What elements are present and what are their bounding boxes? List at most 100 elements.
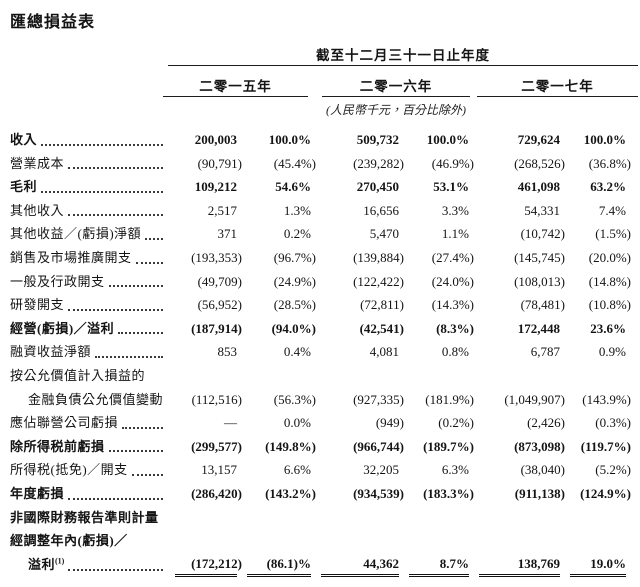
- value-cell: 32,205: [363, 462, 399, 478]
- table-row: 一般及行政開支 (49,709) (24.9%) (122,422) (24.0%) (1…: [10, 270, 631, 294]
- row-label: 非國際財務報告準則計量: [10, 509, 159, 525]
- percent-cell: 0.2%: [283, 226, 311, 242]
- row-label: 營業成本: [10, 152, 165, 176]
- value-cell: [321, 364, 399, 388]
- value-cell: (108,013): [514, 273, 565, 289]
- value-cell: [479, 506, 560, 530]
- percent-cell: (96.7%): [273, 249, 316, 265]
- percent-cell: (183.3%): [423, 485, 474, 501]
- page-title: 匯總損益表: [10, 14, 96, 31]
- percent-cell: 23.6%: [590, 320, 626, 336]
- percent-cell: (149.8%): [265, 438, 316, 454]
- value-cell: (193,353): [191, 249, 242, 265]
- year-underline-2016: [322, 96, 470, 97]
- value-cell: 6,787: [530, 344, 560, 360]
- percent-cell: (143.2%): [265, 485, 316, 501]
- percent-cell: (14.8%): [588, 273, 631, 289]
- value-cell: 5,470: [369, 226, 399, 242]
- value-cell: (112,516): [191, 391, 242, 407]
- row-label: 經調整年內(虧損)／: [10, 533, 128, 549]
- table-row: 毛利 109,212 54.6% 270,450 53.1% 461,098 63.2%: [10, 175, 628, 199]
- percent-cell: (14.3%): [431, 297, 474, 313]
- value-cell: (299,577): [191, 438, 242, 454]
- percent-cell: (94.0%): [271, 320, 316, 336]
- year-header-2015: 二零一五年: [199, 79, 272, 94]
- value-cell: 270,450: [356, 179, 399, 195]
- period-underline: [168, 65, 638, 66]
- value-cell: (72,811): [360, 297, 404, 313]
- value-cell: [479, 529, 560, 553]
- dot-leader: [122, 426, 163, 429]
- percent-cell: (24.0%): [431, 273, 474, 289]
- value-cell: (911,138): [514, 485, 565, 501]
- value-cell: [175, 364, 237, 388]
- row-label: 溢利(1): [10, 553, 165, 577]
- row-label: 所得税(抵免)／開支: [10, 458, 165, 482]
- percent-cell: [247, 364, 311, 388]
- value-cell: (172,212): [175, 554, 242, 577]
- value-cell: 371: [217, 226, 238, 242]
- value-cell: [175, 529, 237, 553]
- percent-cell: (24.9%): [273, 273, 316, 289]
- percent-cell: 100.0%: [426, 132, 469, 147]
- row-label: 研發開支: [10, 293, 165, 317]
- table-row: 年度虧損 (286,420) (143.2%) (934,539) (183.3%) (9…: [10, 482, 631, 506]
- currency-unit-note: (人民幣千元，百分比除外): [326, 103, 466, 117]
- table-row: 營業成本 (90,791) (45.4%) (239,282) (46.9%) (268,…: [10, 152, 631, 176]
- value-cell: (286,420): [191, 485, 242, 501]
- value-cell: 109,212: [194, 179, 237, 195]
- percent-cell: [409, 529, 469, 553]
- value-cell: 200,003: [194, 132, 237, 147]
- percent-cell: 1.3%: [283, 202, 311, 218]
- value-cell: (949): [375, 415, 404, 431]
- value-cell: [175, 506, 237, 530]
- percent-cell: 63.2%: [590, 179, 626, 195]
- footnote-marker: (1): [55, 556, 65, 566]
- table-row: 經營(虧損)／溢利 (187,914) (94.0%) (42,541) (8.3%) 1…: [10, 317, 628, 341]
- value-cell: 853: [217, 344, 238, 360]
- dot-leader: [118, 332, 163, 335]
- value-cell: [321, 529, 399, 553]
- value-cell: (239,282): [353, 155, 404, 171]
- percent-cell: (124.9%): [580, 485, 631, 501]
- table-row: 非國際財務報告準則計量: [10, 506, 628, 530]
- table-row: 其他收入 2,517 1.3% 16,656 3.3% 54,331 7.4%: [10, 199, 628, 223]
- table-row: 應佔聯營公司虧損 — 0.0% (949) (0.2%) (2,426) (0.3%): [10, 411, 631, 435]
- value-cell: 138,769: [479, 554, 560, 577]
- percent-cell: 0.8%: [441, 344, 469, 360]
- percent-cell: [570, 529, 626, 553]
- table-row: 收入 200,003 100.0% 509,732 100.0% 729,624 100.0…: [10, 128, 628, 152]
- percent-cell: 3.3%: [441, 202, 469, 218]
- row-label: 一般及行政開支: [10, 270, 165, 294]
- value-cell: (90,791): [197, 155, 242, 171]
- value-cell: 461,098: [517, 179, 560, 195]
- table-body: 收入 200,003 100.0% 509,732 100.0% 729,624 100.0…: [10, 128, 631, 577]
- percent-cell: 0.9%: [598, 344, 626, 360]
- percent-cell: [409, 506, 469, 530]
- dot-leader: [68, 167, 163, 170]
- dot-leader: [108, 285, 163, 288]
- value-cell: (10,742): [520, 226, 565, 242]
- dot-leader: [135, 261, 163, 264]
- percent-cell: (27.4%): [431, 249, 474, 265]
- table-row: 銷售及市場推廣開支 (193,353) (96.7%) (139,884) (27.4%…: [10, 246, 631, 270]
- percent-cell: (189.7%): [423, 438, 474, 454]
- percent-cell: 1.1%: [441, 226, 469, 242]
- percent-cell: (0.2%): [438, 415, 474, 431]
- value-cell: (38,040): [520, 462, 565, 478]
- dot-leader: [68, 497, 163, 500]
- value-cell: (78,481): [520, 297, 565, 313]
- percent-cell: [409, 364, 469, 388]
- percent-cell: 8.7%: [409, 554, 469, 577]
- percent-cell: (1.5%): [595, 226, 631, 242]
- dot-leader: [41, 143, 163, 146]
- year-header-2017: 二零一七年: [521, 79, 594, 94]
- year-underline-2017: [477, 96, 638, 97]
- dot-leader: [68, 214, 163, 217]
- table-row: 經調整年內(虧損)／: [10, 529, 628, 553]
- value-cell: 2,517: [207, 202, 237, 218]
- value-cell: (927,335): [353, 391, 404, 407]
- value-cell: (139,884): [353, 249, 404, 265]
- percent-cell: 53.1%: [433, 179, 469, 195]
- percent-cell: (45.4%): [273, 155, 316, 171]
